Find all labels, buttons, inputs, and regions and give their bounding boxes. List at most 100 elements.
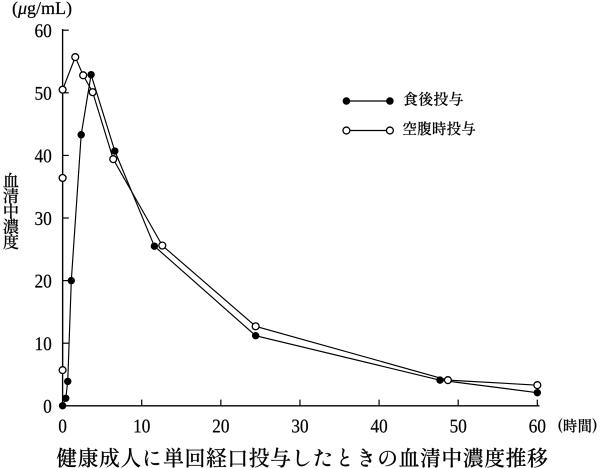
y-tick-label-60: [35, 24, 52, 38]
glyph-0: [43, 149, 52, 163]
glyph-時: [432, 121, 446, 136]
legend-marker-filled-1: [386, 97, 394, 105]
glyph-0: [43, 399, 52, 414]
glyph-血: [3, 172, 19, 188]
y-tick-label-20: [35, 274, 52, 288]
glyph-に: [144, 450, 160, 467]
marker-fasting-1: [58, 173, 67, 183]
marker-fasting-6: [109, 155, 118, 164]
marker-postprandial-10: [533, 388, 542, 397]
y-tick-label-10: [35, 337, 52, 351]
glyph-度: [484, 447, 505, 468]
glyph-た: [314, 449, 331, 467]
glyph-0: [300, 419, 309, 433]
glyph-L: [55, 2, 66, 15]
glyph-空: [402, 121, 417, 136]
x-tick-label-0: [58, 419, 67, 433]
glyph-移: [527, 447, 548, 468]
glyph-回: [186, 448, 205, 468]
marker-fasting-5: [88, 88, 97, 97]
glyph-与: [461, 121, 476, 136]
glyph-康: [78, 447, 98, 468]
y-tick-label-30: [35, 211, 52, 226]
marker-postprandial-5: [87, 70, 95, 79]
y-title-char-0: [3, 172, 19, 188]
glyph-0: [43, 274, 52, 288]
series-line-fasting: [62, 55, 538, 386]
glyph-の: [379, 450, 396, 467]
glyph-0: [58, 419, 67, 433]
glyph-4: [370, 419, 379, 433]
glyph-与: [270, 447, 291, 468]
glyph-腹: [417, 121, 432, 136]
x-tick-label-60: [529, 419, 546, 433]
glyph-血: [399, 447, 419, 467]
glyph-0: [142, 419, 150, 433]
glyph-0: [43, 337, 52, 351]
glyph-5: [35, 86, 43, 101]
glyph-濃: [463, 447, 484, 468]
glyph-投: [433, 91, 448, 107]
marker-postprandial-8: [251, 331, 260, 340]
glyph-3: [35, 211, 43, 226]
marker-fasting-4: [79, 71, 88, 80]
glyph-m: [41, 5, 55, 15]
glyph-時: [563, 418, 577, 433]
glyph-健: [56, 447, 77, 468]
y-axis-title: [3, 172, 19, 250]
glyph-1: [35, 337, 43, 351]
glyph-口: [230, 450, 247, 467]
glyph-0: [43, 86, 52, 101]
glyph-g: [27, 4, 36, 18]
marker-postprandial-4: [77, 131, 85, 139]
glyph-(: [558, 418, 563, 434]
glyph-/: [35, 2, 42, 15]
glyph-後: [418, 91, 433, 107]
marker-fasting-0: [58, 366, 67, 375]
glyph-中: [443, 447, 461, 468]
glyph-投: [447, 121, 461, 136]
glyph-投: [249, 447, 270, 468]
glyph-μ: [17, 5, 27, 18]
y-title-char-1: [3, 187, 19, 204]
axes: [61, 29, 540, 407]
glyph-間: [578, 418, 592, 433]
x-tick-label-10: [134, 419, 150, 433]
glyph-): [66, 1, 72, 19]
glyph-5: [450, 419, 458, 433]
glyph-0: [43, 211, 52, 226]
glyph-清: [3, 187, 19, 204]
marker-fasting-10: [533, 381, 542, 390]
marker-postprandial-1: [62, 394, 70, 402]
axis-tick-labels: [34, 24, 546, 433]
y-title-char-3: [3, 218, 19, 235]
legend-marker-open-1: [385, 126, 394, 135]
glyph-6: [529, 419, 537, 433]
marker-fasting-7: [158, 241, 167, 250]
y-tick-label-0: [43, 399, 52, 414]
marker-postprandial-6: [111, 147, 119, 155]
caption: [56, 447, 548, 468]
glyph-6: [35, 24, 43, 38]
marker-postprandial-7: [150, 242, 159, 250]
glyph-0: [458, 419, 467, 433]
marker-postprandial-9: [436, 376, 444, 384]
glyph-(: [12, 1, 18, 19]
glyph-0: [537, 419, 546, 433]
glyph-4: [34, 149, 43, 163]
glyph-単: [163, 447, 184, 468]
y-title-char-4: [3, 233, 19, 250]
legend: [342, 91, 476, 136]
x-tick-label-40: [370, 419, 388, 433]
glyph-度: [3, 233, 19, 250]
chart-caption: [56, 447, 548, 468]
legend-marker-open-0: [342, 126, 351, 135]
data-series: [58, 53, 542, 410]
y-tick-label-40: [34, 149, 52, 163]
glyph-2: [35, 274, 43, 288]
marker-postprandial-0: [58, 402, 67, 410]
y-axis-unit: [12, 1, 72, 19]
glyph-食: [403, 91, 418, 107]
axis-units: [12, 1, 597, 434]
